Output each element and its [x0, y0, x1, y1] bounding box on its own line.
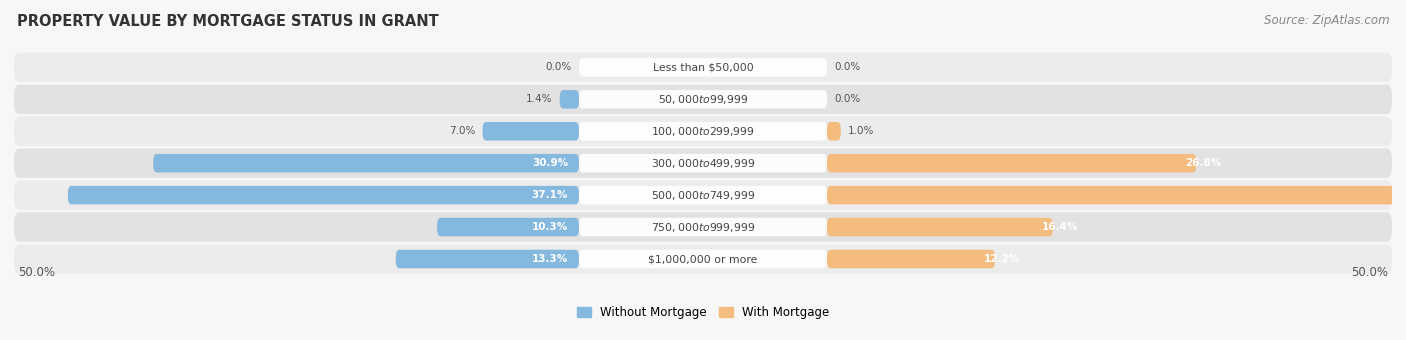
Text: 10.3%: 10.3% — [531, 222, 568, 232]
FancyBboxPatch shape — [827, 218, 1053, 236]
Text: $100,000 to $299,999: $100,000 to $299,999 — [651, 125, 755, 138]
FancyBboxPatch shape — [14, 149, 1392, 178]
Text: 30.9%: 30.9% — [531, 158, 568, 168]
Text: $500,000 to $749,999: $500,000 to $749,999 — [651, 189, 755, 202]
FancyBboxPatch shape — [437, 218, 579, 236]
Text: 13.3%: 13.3% — [531, 254, 568, 264]
FancyBboxPatch shape — [560, 90, 579, 108]
FancyBboxPatch shape — [67, 186, 579, 204]
Text: 7.0%: 7.0% — [450, 126, 475, 136]
Text: 16.4%: 16.4% — [1042, 222, 1078, 232]
Text: $300,000 to $499,999: $300,000 to $499,999 — [651, 157, 755, 170]
Legend: Without Mortgage, With Mortgage: Without Mortgage, With Mortgage — [572, 301, 834, 324]
Text: 12.2%: 12.2% — [984, 254, 1021, 264]
FancyBboxPatch shape — [14, 53, 1392, 82]
FancyBboxPatch shape — [827, 154, 1197, 172]
FancyBboxPatch shape — [579, 250, 827, 268]
FancyBboxPatch shape — [14, 181, 1392, 210]
Text: 0.0%: 0.0% — [546, 63, 572, 72]
Text: 26.8%: 26.8% — [1185, 158, 1222, 168]
Text: 37.1%: 37.1% — [531, 190, 568, 200]
Text: 0.0%: 0.0% — [834, 94, 860, 104]
FancyBboxPatch shape — [579, 186, 827, 204]
Text: Less than $50,000: Less than $50,000 — [652, 63, 754, 72]
FancyBboxPatch shape — [579, 90, 827, 108]
FancyBboxPatch shape — [579, 122, 827, 140]
Text: Source: ZipAtlas.com: Source: ZipAtlas.com — [1264, 14, 1389, 27]
FancyBboxPatch shape — [579, 218, 827, 236]
FancyBboxPatch shape — [827, 122, 841, 140]
Text: 50.0%: 50.0% — [18, 266, 55, 279]
FancyBboxPatch shape — [482, 122, 579, 140]
FancyBboxPatch shape — [14, 244, 1392, 274]
FancyBboxPatch shape — [14, 212, 1392, 242]
Text: $750,000 to $999,999: $750,000 to $999,999 — [651, 221, 755, 234]
FancyBboxPatch shape — [395, 250, 579, 268]
Text: $1,000,000 or more: $1,000,000 or more — [648, 254, 758, 264]
FancyBboxPatch shape — [827, 186, 1406, 204]
Text: $50,000 to $99,999: $50,000 to $99,999 — [658, 93, 748, 106]
Text: PROPERTY VALUE BY MORTGAGE STATUS IN GRANT: PROPERTY VALUE BY MORTGAGE STATUS IN GRA… — [17, 14, 439, 29]
Text: 1.0%: 1.0% — [848, 126, 875, 136]
FancyBboxPatch shape — [14, 117, 1392, 146]
FancyBboxPatch shape — [827, 250, 995, 268]
FancyBboxPatch shape — [579, 58, 827, 76]
FancyBboxPatch shape — [14, 85, 1392, 114]
Text: 50.0%: 50.0% — [1351, 266, 1388, 279]
FancyBboxPatch shape — [153, 154, 579, 172]
Text: 1.4%: 1.4% — [526, 94, 553, 104]
FancyBboxPatch shape — [579, 154, 827, 172]
Text: 0.0%: 0.0% — [834, 63, 860, 72]
